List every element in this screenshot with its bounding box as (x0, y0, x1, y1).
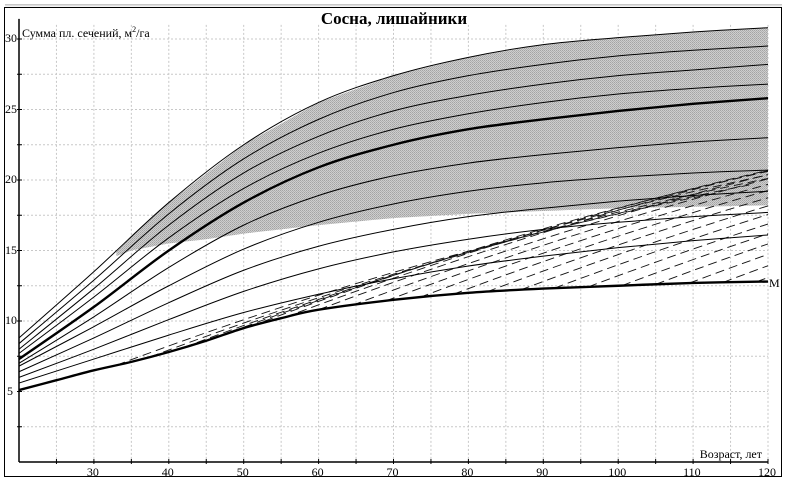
dashed-line (588, 114, 768, 288)
dashed-line (486, 119, 768, 293)
series-label-m: M (769, 276, 780, 290)
series-curve-8 (18, 63, 769, 350)
x-tick-label: 80 (461, 465, 474, 479)
dashed-line (655, 111, 768, 285)
dashed-line (318, 137, 768, 311)
x-axis-label: Возраст, лет (699, 447, 762, 461)
x-tick-label: 120 (758, 465, 776, 479)
series-curve-5 (18, 97, 769, 361)
y-tick-label: 25 (5, 101, 17, 116)
y-axis-label: Сумма пл. сечений, м2/га (22, 25, 150, 41)
y-axis-label-sup: 2 (132, 25, 137, 34)
x-tick-label: 60 (311, 465, 324, 479)
series-curve-9 (18, 45, 769, 344)
series-curve-6 (18, 137, 769, 364)
series-curve-10 (18, 27, 769, 339)
y-axis-label-main: Сумма пл. сечений, м (22, 26, 133, 40)
series-curve-1 (18, 234, 769, 384)
x-tick-label: 100 (608, 465, 627, 479)
dashed-line (284, 144, 768, 318)
series-curve-4 (18, 169, 769, 367)
y-tick-label: 10 (5, 313, 17, 327)
series-curve-3 (18, 190, 769, 373)
chart-frame (4, 7, 782, 477)
x-tick-label: 30 (86, 465, 99, 479)
dashed-line (554, 115, 768, 289)
dashed-line (385, 128, 768, 302)
x-tick-label: 110 (683, 465, 701, 479)
dashed-line (520, 117, 768, 291)
series-curve-7 (18, 83, 769, 354)
x-tick-label: 90 (536, 465, 549, 479)
chart-title: Сосна, лишайники (320, 9, 468, 28)
y-tick-label: 30 (5, 31, 17, 45)
y-tick-label: 5 (7, 383, 13, 398)
y-tick-label: 15 (5, 242, 17, 257)
dashed-line (453, 121, 768, 295)
series-curve-2 (18, 211, 769, 378)
dashed-line (251, 153, 768, 327)
y-axis-label-tail: /га (136, 26, 150, 40)
x-tick-label: 50 (236, 465, 249, 479)
dashed-line (116, 192, 716, 366)
shaded-region (116, 27, 769, 257)
y-tick-label: 20 (5, 172, 17, 186)
dashed-line (621, 113, 768, 287)
x-tick-label: 40 (161, 465, 174, 479)
x-tick-label: 70 (386, 465, 399, 479)
dashed-lines (116, 109, 768, 366)
frame-shadow (5, 4, 782, 7)
series-m (18, 280, 769, 392)
dashed-line (419, 124, 768, 298)
dashed-line (352, 132, 768, 306)
